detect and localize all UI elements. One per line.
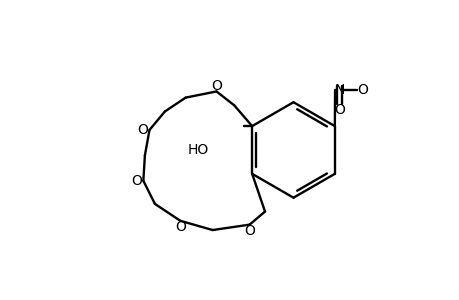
Text: O: O: [357, 83, 368, 97]
Text: O: O: [244, 224, 254, 238]
Text: O: O: [211, 79, 221, 93]
Text: O: O: [137, 123, 148, 137]
Text: N: N: [334, 83, 344, 97]
Text: O: O: [131, 174, 141, 188]
Text: HO: HO: [187, 143, 208, 157]
Text: O: O: [174, 220, 185, 234]
Text: O: O: [334, 103, 344, 117]
